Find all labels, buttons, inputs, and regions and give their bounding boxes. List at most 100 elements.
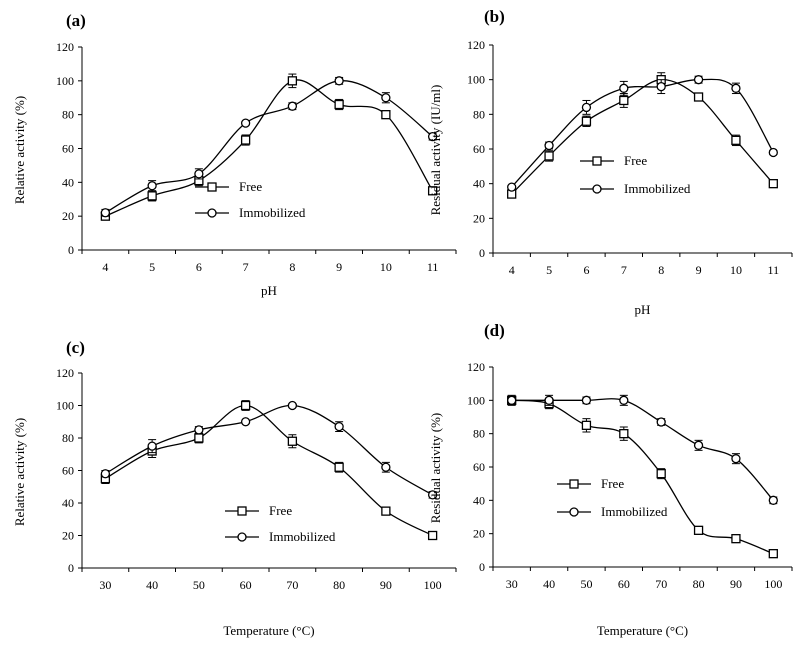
panel-label: (a) [66, 11, 86, 30]
y-tick-label: 0 [68, 561, 74, 575]
x-tick-label: 6 [583, 263, 589, 277]
data-point [381, 110, 391, 120]
data-point [693, 440, 704, 450]
series-line [511, 78, 774, 188]
data-point [334, 421, 344, 432]
data-point [619, 83, 629, 93]
data-point [427, 530, 438, 541]
series-immobilized [100, 400, 438, 500]
y-tick-label: 20 [62, 209, 74, 223]
legend-item: Immobilized [580, 181, 691, 196]
data-point [544, 151, 554, 161]
y-tick-label: 20 [62, 529, 74, 543]
y-tick-label: 80 [62, 431, 74, 445]
y-tick-label: 120 [467, 360, 485, 374]
data-point [240, 135, 251, 145]
y-tick-label: 100 [56, 399, 74, 413]
legend-label: Immobilized [601, 504, 668, 519]
data-point [581, 420, 592, 430]
y-tick-label: 0 [479, 560, 485, 574]
data-point [768, 147, 778, 158]
x-tick-label: 60 [618, 577, 630, 591]
data-point [100, 469, 111, 479]
data-point [731, 534, 741, 544]
data-point [768, 495, 778, 505]
legend-marker [592, 156, 602, 166]
chart-panel-2: (b) 0 20 40 60 80 100 120 4 5 6 7 8 9 10 11 pH Residual a… [428, 7, 793, 317]
x-tick-label: 4 [509, 263, 515, 277]
chart-panel-4: (d) 0 20 40 60 80 100 120 30 40 50 60 70 80 90 100 Tempe… [428, 321, 793, 638]
y-tick-label: 0 [479, 246, 485, 260]
legend-item: Free [195, 179, 262, 194]
legend-marker [569, 507, 579, 517]
x-tick-label: 8 [658, 263, 664, 277]
data-point [507, 395, 517, 405]
y-tick-label: 120 [56, 40, 74, 54]
x-tick-label: 40 [543, 577, 555, 591]
y-tick-label: 80 [473, 427, 485, 441]
series-free [507, 394, 778, 559]
data-point [287, 436, 298, 446]
data-point [693, 525, 704, 535]
y-tick-label: 120 [467, 38, 485, 52]
x-tick-label: 70 [286, 578, 298, 592]
chart-panel-3: (c) 0 20 40 60 80 100 120 30 40 50 60 70 80 90 100 Tempe… [12, 338, 457, 638]
panel-label: (d) [484, 321, 505, 340]
legend-item: Immobilized [225, 529, 336, 544]
data-point [147, 191, 157, 201]
x-tick-label: 7 [621, 263, 627, 277]
legend-label: Immobilized [624, 181, 691, 196]
data-point [194, 169, 204, 179]
x-axis-title: Temperature (°C) [597, 623, 688, 638]
x-tick-label: 100 [424, 578, 442, 592]
y-tick-label: 120 [56, 366, 74, 380]
x-tick-label: 90 [730, 577, 742, 591]
data-point [619, 395, 629, 405]
data-point [334, 99, 344, 110]
x-tick-label: 100 [764, 577, 782, 591]
series-line [105, 80, 434, 214]
y-tick-label: 100 [56, 74, 74, 88]
y-tick-label: 40 [473, 177, 485, 191]
data-point [287, 400, 298, 411]
legend-marker [207, 208, 217, 218]
data-point [619, 95, 629, 106]
data-point [427, 186, 438, 196]
data-point [287, 76, 298, 86]
data-point [768, 549, 778, 559]
panel-label: (b) [484, 7, 505, 26]
data-point [334, 462, 344, 472]
series-immobilized [100, 76, 438, 218]
legend-label: Immobilized [269, 529, 336, 544]
data-point [147, 441, 157, 451]
data-point [381, 93, 391, 103]
legend-marker [237, 506, 247, 516]
x-tick-label: 11 [768, 263, 780, 277]
data-point [619, 429, 629, 439]
chart-panel-1: (a) 0 20 40 60 80 100 120 4 5 6 7 8 9 10 11 pH Relative a… [12, 11, 457, 298]
data-point [147, 181, 157, 191]
data-point [100, 208, 111, 218]
legend-item: Immobilized [195, 205, 306, 220]
x-tick-label: 10 [380, 260, 392, 274]
x-tick-label: 5 [149, 260, 155, 274]
data-point [544, 140, 554, 151]
x-tick-label: 80 [333, 578, 345, 592]
x-tick-label: 70 [655, 577, 667, 591]
y-tick-label: 40 [62, 496, 74, 510]
y-axis-title: Residual activity (%) [428, 413, 443, 523]
x-tick-label: 10 [730, 263, 742, 277]
data-point [240, 118, 251, 128]
data-point [544, 395, 554, 405]
data-point [381, 506, 391, 516]
data-point [581, 116, 592, 126]
legend-marker [207, 182, 217, 192]
y-tick-label: 20 [473, 527, 485, 541]
y-tick-label: 60 [473, 142, 485, 156]
x-tick-label: 30 [99, 578, 111, 592]
x-tick-label: 7 [243, 260, 249, 274]
legend-item: Free [225, 503, 292, 518]
x-tick-label: 8 [289, 260, 295, 274]
panel-label: (c) [66, 338, 85, 357]
y-tick-label: 40 [62, 175, 74, 189]
